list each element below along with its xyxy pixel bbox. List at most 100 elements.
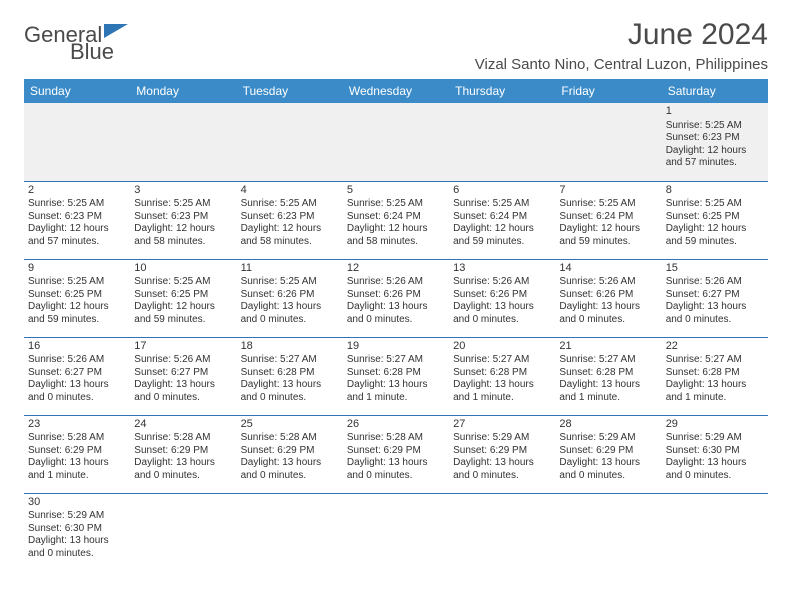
day-number: 29 [666, 418, 764, 432]
sunrise: Sunrise: 5:27 AM [241, 354, 339, 367]
page: General Blue June 2024 Vizal Santo Nino,… [0, 0, 792, 581]
sunset: Sunset: 6:29 PM [241, 445, 339, 458]
brand-logo: General Blue [24, 18, 130, 64]
daylight: Daylight: 13 hours and 1 minute. [559, 379, 657, 404]
daylight: Daylight: 13 hours and 0 minutes. [453, 301, 551, 326]
daylight: Daylight: 12 hours and 58 minutes. [134, 223, 232, 248]
sunrise: Sunrise: 5:26 AM [28, 354, 126, 367]
sunset: Sunset: 6:26 PM [241, 289, 339, 302]
sunset: Sunset: 6:27 PM [666, 289, 764, 302]
calendar-cell: 7Sunrise: 5:25 AMSunset: 6:24 PMDaylight… [555, 181, 661, 259]
sunrise: Sunrise: 5:27 AM [453, 354, 551, 367]
calendar-row: 16Sunrise: 5:26 AMSunset: 6:27 PMDayligh… [24, 337, 768, 415]
day-header: Friday [555, 79, 661, 103]
calendar-cell: 12Sunrise: 5:26 AMSunset: 6:26 PMDayligh… [343, 259, 449, 337]
day-number: 30 [28, 496, 126, 510]
daylight: Daylight: 13 hours and 0 minutes. [134, 379, 232, 404]
sunset: Sunset: 6:24 PM [453, 211, 551, 224]
calendar-cell: 27Sunrise: 5:29 AMSunset: 6:29 PMDayligh… [449, 415, 555, 493]
calendar-cell: 29Sunrise: 5:29 AMSunset: 6:30 PMDayligh… [662, 415, 768, 493]
sunrise: Sunrise: 5:25 AM [241, 198, 339, 211]
calendar-cell [662, 493, 768, 571]
day-number: 5 [347, 184, 445, 198]
sunrise: Sunrise: 5:26 AM [559, 276, 657, 289]
day-number: 14 [559, 262, 657, 276]
sunrise: Sunrise: 5:26 AM [347, 276, 445, 289]
day-number: 19 [347, 340, 445, 354]
daylight: Daylight: 12 hours and 57 minutes. [28, 223, 126, 248]
calendar-cell: 4Sunrise: 5:25 AMSunset: 6:23 PMDaylight… [237, 181, 343, 259]
sunset: Sunset: 6:30 PM [666, 445, 764, 458]
daylight: Daylight: 12 hours and 57 minutes. [666, 145, 764, 170]
sunset: Sunset: 6:26 PM [347, 289, 445, 302]
sunrise: Sunrise: 5:29 AM [559, 432, 657, 445]
day-header: Wednesday [343, 79, 449, 103]
calendar-cell: 1Sunrise: 5:25 AMSunset: 6:23 PMDaylight… [662, 103, 768, 181]
sunset: Sunset: 6:23 PM [241, 211, 339, 224]
calendar-cell: 15Sunrise: 5:26 AMSunset: 6:27 PMDayligh… [662, 259, 768, 337]
calendar-table: Sunday Monday Tuesday Wednesday Thursday… [24, 79, 768, 571]
calendar-cell [449, 103, 555, 181]
sunrise: Sunrise: 5:27 AM [559, 354, 657, 367]
calendar-cell: 5Sunrise: 5:25 AMSunset: 6:24 PMDaylight… [343, 181, 449, 259]
daylight: Daylight: 13 hours and 0 minutes. [453, 457, 551, 482]
calendar-cell [130, 103, 236, 181]
daylight: Daylight: 13 hours and 0 minutes. [28, 535, 126, 560]
sunset: Sunset: 6:29 PM [453, 445, 551, 458]
day-number: 1 [666, 105, 764, 119]
location: Vizal Santo Nino, Central Luzon, Philipp… [475, 56, 768, 73]
calendar-row: 23Sunrise: 5:28 AMSunset: 6:29 PMDayligh… [24, 415, 768, 493]
daylight: Daylight: 13 hours and 0 minutes. [241, 379, 339, 404]
calendar-row: 30Sunrise: 5:29 AMSunset: 6:30 PMDayligh… [24, 493, 768, 571]
sunrise: Sunrise: 5:29 AM [453, 432, 551, 445]
sunset: Sunset: 6:28 PM [347, 367, 445, 380]
calendar-cell: 23Sunrise: 5:28 AMSunset: 6:29 PMDayligh… [24, 415, 130, 493]
calendar-cell: 3Sunrise: 5:25 AMSunset: 6:23 PMDaylight… [130, 181, 236, 259]
daylight: Daylight: 13 hours and 0 minutes. [134, 457, 232, 482]
calendar-cell: 10Sunrise: 5:25 AMSunset: 6:25 PMDayligh… [130, 259, 236, 337]
calendar-cell: 19Sunrise: 5:27 AMSunset: 6:28 PMDayligh… [343, 337, 449, 415]
sunrise: Sunrise: 5:25 AM [28, 198, 126, 211]
calendar-cell [237, 493, 343, 571]
calendar-row: 9Sunrise: 5:25 AMSunset: 6:25 PMDaylight… [24, 259, 768, 337]
calendar-cell: 26Sunrise: 5:28 AMSunset: 6:29 PMDayligh… [343, 415, 449, 493]
day-header: Sunday [24, 79, 130, 103]
day-number: 23 [28, 418, 126, 432]
daylight: Daylight: 13 hours and 0 minutes. [28, 379, 126, 404]
sunset: Sunset: 6:30 PM [28, 523, 126, 536]
day-number: 6 [453, 184, 551, 198]
sunrise: Sunrise: 5:29 AM [666, 432, 764, 445]
sunrise: Sunrise: 5:27 AM [666, 354, 764, 367]
daylight: Daylight: 13 hours and 1 minute. [347, 379, 445, 404]
day-number: 11 [241, 262, 339, 276]
sunset: Sunset: 6:28 PM [453, 367, 551, 380]
calendar-cell: 22Sunrise: 5:27 AMSunset: 6:28 PMDayligh… [662, 337, 768, 415]
sunset: Sunset: 6:29 PM [559, 445, 657, 458]
calendar-cell: 30Sunrise: 5:29 AMSunset: 6:30 PMDayligh… [24, 493, 130, 571]
calendar-cell [237, 103, 343, 181]
sunset: Sunset: 6:25 PM [134, 289, 232, 302]
daylight: Daylight: 13 hours and 0 minutes. [666, 301, 764, 326]
sunrise: Sunrise: 5:25 AM [28, 276, 126, 289]
daylight: Daylight: 12 hours and 59 minutes. [134, 301, 232, 326]
sunrise: Sunrise: 5:27 AM [347, 354, 445, 367]
day-number: 9 [28, 262, 126, 276]
day-number: 3 [134, 184, 232, 198]
sunrise: Sunrise: 5:26 AM [134, 354, 232, 367]
month-title: June 2024 [475, 18, 768, 52]
day-number: 16 [28, 340, 126, 354]
brand-part2: Blue [24, 39, 114, 64]
daylight: Daylight: 12 hours and 58 minutes. [241, 223, 339, 248]
daylight: Daylight: 12 hours and 59 minutes. [666, 223, 764, 248]
day-number: 10 [134, 262, 232, 276]
title-block: June 2024 Vizal Santo Nino, Central Luzo… [475, 18, 768, 73]
header: General Blue June 2024 Vizal Santo Nino,… [24, 18, 768, 73]
calendar-cell: 8Sunrise: 5:25 AMSunset: 6:25 PMDaylight… [662, 181, 768, 259]
sunset: Sunset: 6:29 PM [347, 445, 445, 458]
sunrise: Sunrise: 5:25 AM [559, 198, 657, 211]
sunset: Sunset: 6:26 PM [559, 289, 657, 302]
day-header: Thursday [449, 79, 555, 103]
sunrise: Sunrise: 5:25 AM [134, 198, 232, 211]
calendar-row: 1Sunrise: 5:25 AMSunset: 6:23 PMDaylight… [24, 103, 768, 181]
daylight: Daylight: 12 hours and 59 minutes. [559, 223, 657, 248]
